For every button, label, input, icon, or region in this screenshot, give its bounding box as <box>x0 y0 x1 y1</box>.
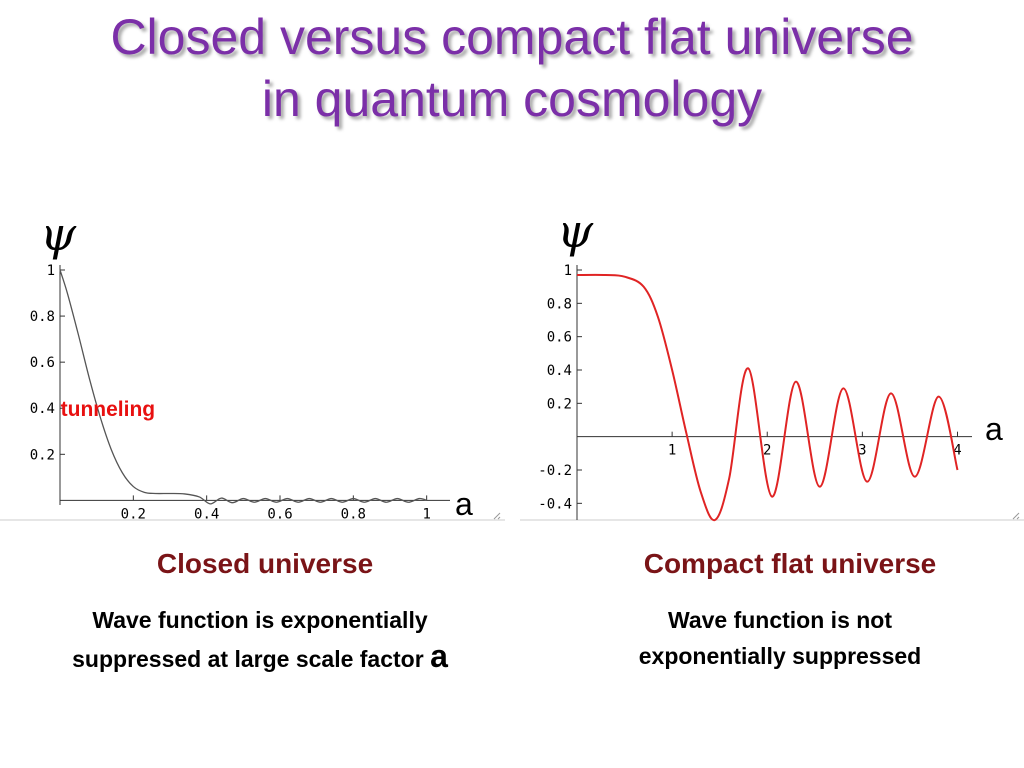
y-tick-label: -0.4 <box>538 496 572 512</box>
compact-flat-universe-chart: -0.4 -0.2 0.2 0.4 0.6 0.8 1 1 2 3 4 ψ a <box>520 195 1024 525</box>
flat-desc-line-2: exponentially suppressed <box>638 643 922 669</box>
compact-flat-universe-description: Wave function is not exponentially suppr… <box>555 602 1005 674</box>
title-line-1: Closed versus compact flat universe <box>110 9 914 65</box>
closed-desc-variable: a <box>430 638 448 674</box>
x-tick-label: 0.4 <box>194 506 219 522</box>
compact-flat-universe-plot: -0.4 -0.2 0.2 0.4 0.6 0.8 1 1 2 3 4 ψ a <box>520 204 1024 522</box>
x-tick-label: 0.6 <box>267 506 292 522</box>
title-line-2: in quantum cosmology <box>261 71 763 127</box>
y-tick-label: 0.6 <box>30 355 55 371</box>
y-axis-label: ψ <box>557 204 594 258</box>
slide-title: Closed versus compact flat universe in q… <box>0 6 1024 130</box>
y-tick-label: 0.8 <box>30 309 55 325</box>
y-tick-label: 0.2 <box>547 396 572 412</box>
resize-corner-icon <box>1012 512 1020 520</box>
x-axis-label: a <box>455 486 473 522</box>
series-line <box>59 269 427 505</box>
closed-desc-text: suppressed at large scale factor <box>72 646 424 672</box>
compact-flat-universe-caption: Compact flat universe <box>643 548 937 579</box>
closed-universe-chart: 0.2 0.4 0.6 0.8 1 0.2 0.4 0.6 0.8 1 ψ a tunneling <box>0 195 505 525</box>
y-axis-label: ψ <box>40 207 77 261</box>
x-tick-label: 4 <box>953 443 961 459</box>
closed-universe-description: Wave function is exponentially suppresse… <box>10 602 510 677</box>
series-line <box>576 273 959 522</box>
x-tick-label: 3 <box>858 443 866 459</box>
tunneling-annotation: tunneling <box>61 398 155 421</box>
x-tick-label: 2 <box>763 443 771 459</box>
y-tick-label: 1 <box>564 263 572 279</box>
x-tick-label: 1 <box>668 443 676 459</box>
y-tick-label: 1 <box>47 263 55 279</box>
closed-desc-line-1: Wave function is exponentially <box>92 607 428 633</box>
closed-universe-plot: 0.2 0.4 0.6 0.8 1 0.2 0.4 0.6 0.8 1 ψ a tunneling <box>0 207 505 522</box>
x-axis-label: a <box>985 411 1003 447</box>
y-tick-label: 0.2 <box>30 447 55 463</box>
x-tick-label: 0.2 <box>121 506 146 522</box>
resize-corner-icon <box>493 512 501 520</box>
x-tick-label: 1 <box>422 506 430 522</box>
flat-desc-line-1: Wave function is not <box>667 607 893 633</box>
closed-desc-line-2: suppressed at large scale factor a <box>10 638 510 677</box>
y-tick-label: 0.4 <box>547 363 572 379</box>
x-tick-label: 0.8 <box>341 506 366 522</box>
y-tick-label: 0.8 <box>547 296 572 312</box>
y-tick-label: -0.2 <box>538 463 572 479</box>
y-tick-label: 0.4 <box>30 401 55 417</box>
closed-universe-caption: Closed universe <box>156 548 374 579</box>
y-tick-label: 0.6 <box>547 330 572 346</box>
